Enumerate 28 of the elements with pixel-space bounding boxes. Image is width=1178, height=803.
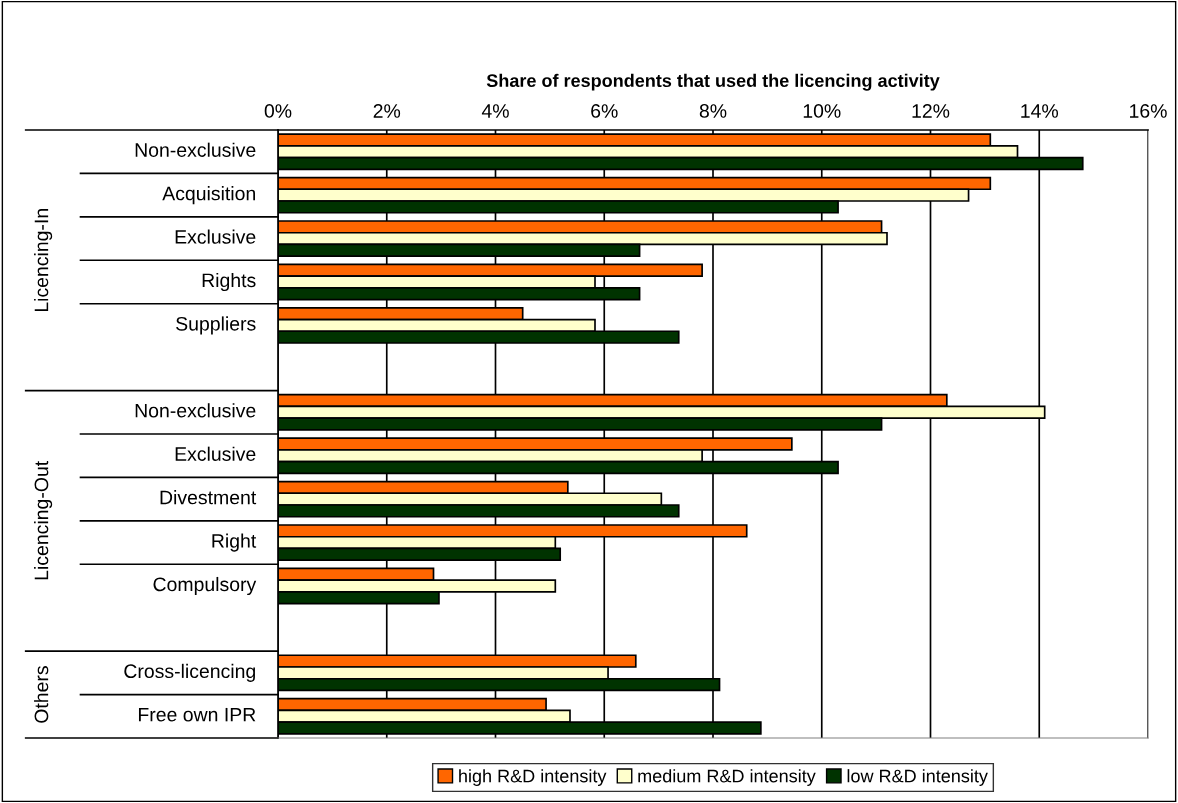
y-tick-label: Exclusive xyxy=(175,446,256,461)
y-tick-label: Rights xyxy=(202,272,256,292)
legend-label: low R&D intensity xyxy=(847,769,988,786)
y-tick-label: Non-exclusive xyxy=(135,403,256,418)
x-tick-label: 4% xyxy=(481,104,509,118)
legend-label: high R&D intensity xyxy=(459,769,607,786)
legend-label: medium R&D intensity xyxy=(638,769,816,786)
x-axis-title: Share of respondents that used the licencing activity xyxy=(486,73,940,91)
text: Licencing-Out xyxy=(34,461,53,580)
y-tick-label: Cross-licencing xyxy=(124,663,255,682)
x-tick-label: 8% xyxy=(699,104,727,118)
y-tick-label: Compulsory xyxy=(153,576,257,596)
x-tick-label: 10% xyxy=(803,104,841,118)
x-tick-label: 0% xyxy=(264,104,292,118)
x-tick-label: 2% xyxy=(373,104,401,118)
x-tick-label: 6% xyxy=(591,104,618,118)
y-tick-label: Suppliers xyxy=(176,316,256,335)
x-tick-label: 16% xyxy=(1130,104,1167,118)
y-tick-label: Right xyxy=(212,533,257,552)
y-tick-label: Free own IPR xyxy=(138,707,256,722)
y-tick-label: Divestment xyxy=(160,490,257,505)
text: Others xyxy=(34,666,49,723)
text: Licencing-In xyxy=(34,209,53,312)
y-tick-label: Exclusive xyxy=(175,229,256,244)
x-tick-label: 12% xyxy=(912,104,950,118)
y-tick-label: Acquisition xyxy=(162,186,255,205)
y-tick-label: Non-exclusive xyxy=(135,142,256,157)
x-tick-label: 14% xyxy=(1021,104,1059,118)
